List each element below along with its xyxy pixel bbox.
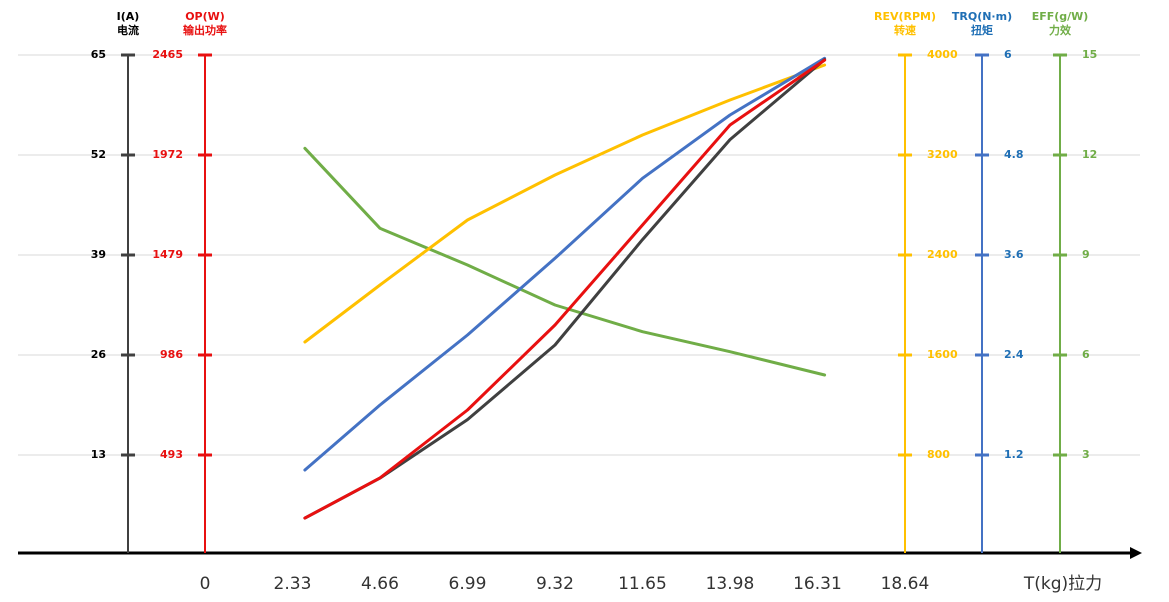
axis-subtitle: 扭矩 [971, 23, 993, 37]
y-tick-label: 3 [1082, 448, 1090, 461]
axis-subtitle: 力效 [1049, 23, 1072, 37]
series-line [303, 58, 827, 520]
x-tick-label: 11.65 [618, 574, 667, 594]
y-tick-label: 6 [1082, 348, 1090, 361]
x-tick-label: 2.33 [274, 574, 312, 594]
series-line [303, 58, 827, 520]
axis-title: TRQ(N·m) [952, 10, 1012, 23]
axis-subtitle: 电流 [117, 23, 139, 37]
y-tick-label: 2465 [152, 48, 183, 61]
x-tick-label: 4.66 [361, 574, 399, 594]
x-tick-label: 0 [200, 574, 211, 594]
axis-title: OP(W) [185, 10, 225, 23]
x-axis-arrow [1130, 547, 1142, 559]
axis-title: REV(RPM) [874, 10, 936, 23]
y-tick-label: 1.2 [1004, 448, 1024, 461]
y-tick-label: 493 [160, 448, 183, 461]
x-axis-label: T(kg)拉力 [1023, 574, 1102, 594]
y-tick-label: 986 [160, 348, 183, 361]
y-tick-label: 65 [91, 48, 106, 61]
series-line [303, 56, 827, 472]
axis-subtitle: 转速 [894, 23, 916, 37]
axis-subtitle: 输出功率 [183, 23, 227, 37]
y-tick-label: 1600 [927, 348, 958, 361]
series-line [303, 63, 827, 344]
y-tick-label: 52 [91, 148, 106, 161]
y-tick-label: 39 [91, 248, 106, 261]
y-tick-label: 15 [1082, 48, 1097, 61]
y-tick-label: 2400 [927, 248, 958, 261]
series-line [303, 146, 827, 377]
y-tick-label: 3200 [927, 148, 958, 161]
y-tick-label: 6 [1004, 48, 1012, 61]
y-tick-label: 13 [91, 448, 106, 461]
y-tick-label: 1479 [152, 248, 183, 261]
x-tick-label: 16.31 [793, 574, 842, 594]
y-tick-label: 26 [91, 348, 107, 361]
x-tick-label: 18.64 [881, 574, 930, 594]
axis-title: I(A) [117, 10, 140, 23]
y-tick-label: 3.6 [1004, 248, 1024, 261]
axis-title: EFF(g/W) [1032, 10, 1089, 23]
y-tick-label: 2.4 [1004, 348, 1024, 361]
x-tick-label: 13.98 [706, 574, 755, 594]
y-tick-label: 12 [1082, 148, 1097, 161]
y-tick-label: 4.8 [1004, 148, 1024, 161]
y-tick-label: 9 [1082, 248, 1090, 261]
y-tick-label: 4000 [927, 48, 958, 61]
x-tick-label: 9.32 [536, 574, 574, 594]
y-tick-label: 1972 [152, 148, 183, 161]
x-tick-label: 6.99 [449, 574, 487, 594]
y-tick-label: 800 [927, 448, 950, 461]
